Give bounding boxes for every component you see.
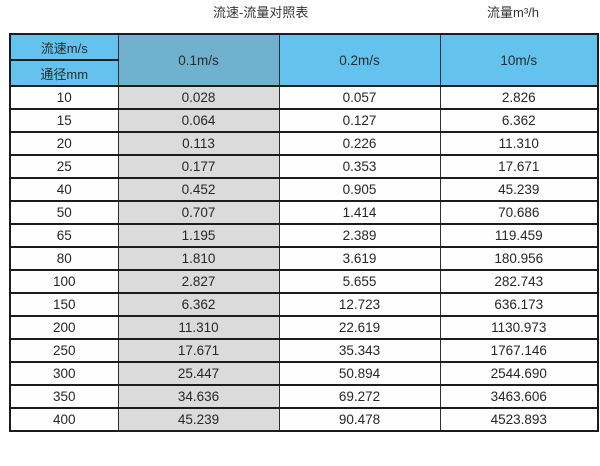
diameter-cell: 400 [9,407,119,432]
velocity-header-0-2: 0.2m/s [278,33,441,87]
diameter-cell: 200 [9,315,119,340]
table-row: 80 1.810 3.619 180.956 [9,246,599,271]
flow-value-cell: 1.810 [117,246,280,271]
flow-value-cell: 0.226 [278,131,441,156]
diameter-cell: 50 [9,200,119,225]
table-row: 10 0.028 0.057 2.826 [9,85,599,110]
flow-value-cell: 0.064 [117,108,280,133]
table-row: 250 17.671 35.343 1767.146 [9,338,599,363]
table-row: 100 2.827 5.655 282.743 [9,269,599,294]
flow-value-cell: 45.239 [117,407,280,432]
corner-label-velocity: 流速m/s [9,33,119,61]
flow-value-cell: 2.389 [278,223,441,248]
flow-value-cell: 90.478 [278,407,441,432]
flow-value-cell: 12.723 [278,292,441,317]
flow-value-cell: 6.362 [439,108,599,133]
diameter-cell: 15 [9,108,119,133]
flow-value-cell: 0.113 [117,131,280,156]
flow-value-cell: 17.671 [117,338,280,363]
flow-value-cell: 22.619 [278,315,441,340]
table-row: 50 0.707 1.414 70.686 [9,200,599,225]
header-row-diameter: 通径mm [9,59,598,87]
flow-value-cell: 11.310 [439,131,599,156]
flow-value-cell: 3463.606 [439,384,599,409]
flow-value-cell: 180.956 [439,246,599,271]
flow-value-cell: 0.127 [278,108,441,133]
flow-value-cell: 1767.146 [439,338,599,363]
table-row: 400 45.239 90.478 4523.893 [9,407,599,432]
table-title: 流速-流量对照表 [213,5,309,20]
diameter-cell: 40 [9,177,119,202]
flow-value-cell: 0.028 [117,85,280,110]
flow-value-cell: 0.057 [278,85,441,110]
diameter-cell: 150 [9,292,119,317]
flow-value-cell: 0.353 [278,154,441,179]
table-row: 65 1.195 2.389 119.459 [9,223,599,248]
table-header: 流速m/s 0.1m/s 0.2m/s 10m/s 通径mm [9,33,599,87]
diameter-cell: 20 [9,131,119,156]
flow-value-cell: 636.173 [439,292,599,317]
flow-value-cell: 5.655 [278,269,441,294]
flow-value-cell: 0.905 [278,177,441,202]
corner-label-diameter: 通径mm [9,59,119,87]
diameter-cell: 350 [9,384,119,409]
flow-value-cell: 50.894 [278,361,441,386]
diameter-cell: 80 [9,246,119,271]
flow-value-cell: 11.310 [117,315,280,340]
flow-value-cell: 0.177 [117,154,280,179]
flow-value-cell: 0.707 [117,200,280,225]
diameter-cell: 25 [9,154,119,179]
flow-value-cell: 0.452 [117,177,280,202]
flow-value-cell: 2.826 [439,85,599,110]
diameter-cell: 250 [9,338,119,363]
table-row: 350 34.636 69.272 3463.606 [9,384,599,409]
velocity-header-10: 10m/s [439,33,599,87]
table-row: 300 25.447 50.894 2544.690 [9,361,599,386]
flow-value-cell: 35.343 [278,338,441,363]
flow-value-cell: 45.239 [439,177,599,202]
diameter-cell: 300 [9,361,119,386]
flow-value-cell: 1.414 [278,200,441,225]
flow-value-cell: 119.459 [439,223,599,248]
diameter-cell: 10 [9,85,119,110]
flow-rate-table: 流速m/s 0.1m/s 0.2m/s 10m/s 通径mm 10 0.028 0.… [9,33,599,432]
flow-value-cell: 1130.973 [439,315,599,340]
flow-value-cell: 34.636 [117,384,280,409]
table-row: 25 0.177 0.353 17.671 [9,154,599,179]
diameter-cell: 65 [9,223,119,248]
velocity-header-0-1: 0.1m/s [117,33,280,87]
table-row: 40 0.452 0.905 45.239 [9,177,599,202]
table-body: 10 0.028 0.057 2.826 15 0.064 0.127 6.362 20 0.11… [9,85,599,432]
flow-value-cell: 2544.690 [439,361,599,386]
flow-value-cell: 282.743 [439,269,599,294]
table-row: 150 6.362 12.723 636.173 [9,292,599,317]
flow-value-cell: 69.272 [278,384,441,409]
flow-value-cell: 1.195 [117,223,280,248]
flow-value-cell: 3.619 [278,246,441,271]
flow-unit-label: 流量m³/h [487,5,540,20]
flow-value-cell: 6.362 [117,292,280,317]
flow-value-cell: 25.447 [117,361,280,386]
diameter-cell: 100 [9,269,119,294]
header-row-velocity: 流速m/s 0.1m/s 0.2m/s 10m/s [9,33,599,87]
table-row: 15 0.064 0.127 6.362 [9,108,599,133]
flow-value-cell: 70.686 [439,200,599,225]
table-row: 200 11.310 22.619 1130.973 [9,315,599,340]
flow-value-cell: 17.671 [439,154,599,179]
flow-value-cell: 2.827 [117,269,280,294]
table-row: 20 0.113 0.226 11.310 [9,131,599,156]
flow-value-cell: 4523.893 [439,407,599,432]
